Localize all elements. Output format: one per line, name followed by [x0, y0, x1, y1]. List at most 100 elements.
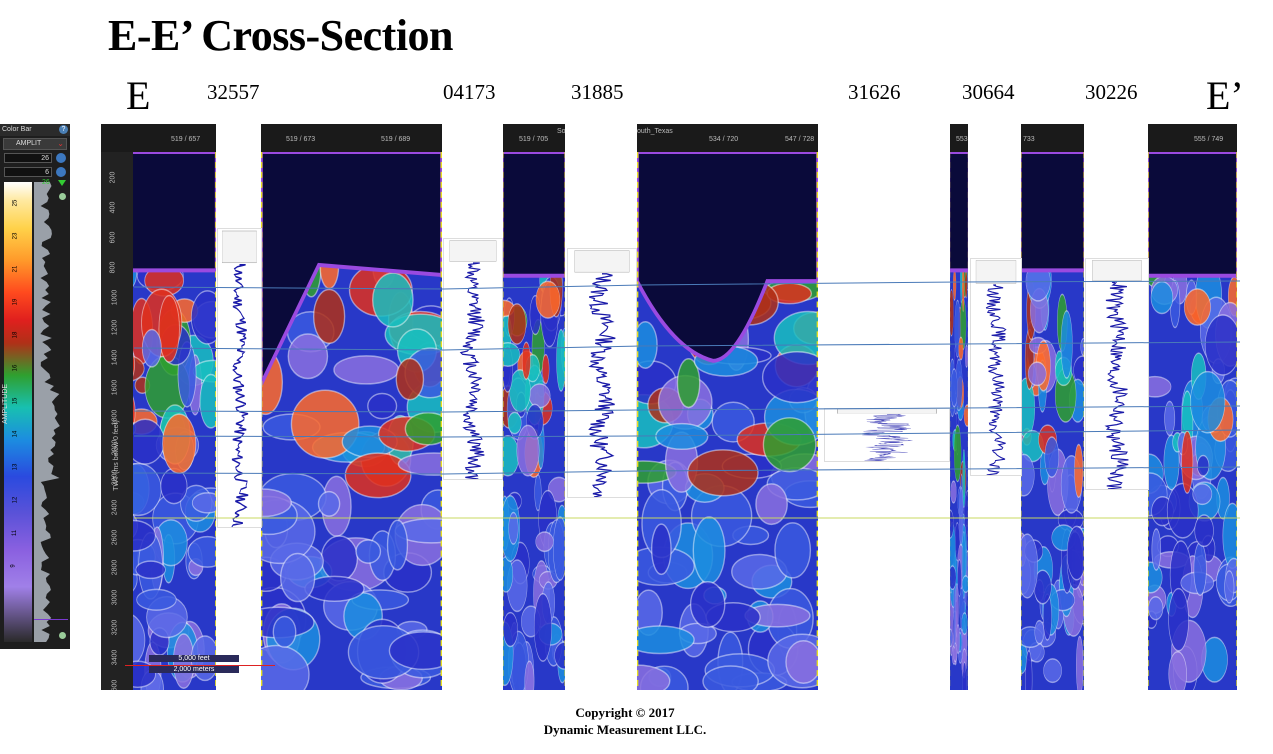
panel-header: 733 — [1021, 124, 1084, 152]
color-bar-header: Color Bar ? — [0, 124, 70, 136]
seismic-panel: 555 / 749 — [1148, 124, 1237, 690]
color-bar-tick: 19 — [12, 298, 19, 306]
panel-header: 519 / 705 So — [503, 124, 565, 152]
well-log — [217, 228, 262, 528]
trace-label: 519 / 657 — [171, 136, 201, 143]
well-label: 31626 — [848, 80, 901, 104]
trace-label: outh_Texas — [637, 128, 673, 135]
well-log — [443, 238, 503, 480]
depth-tick: 400 — [109, 201, 117, 214]
seismic-panel: 519 / 705 So — [503, 124, 565, 690]
color-gradient — [4, 182, 32, 642]
end-label-right: E’ — [1206, 73, 1244, 118]
copyright-line: Copyright © 2017 — [575, 705, 675, 720]
panel-header: 555 / 749 — [1148, 124, 1237, 152]
depth-tick: 2400 — [111, 499, 119, 516]
depth-tick: 600 — [109, 231, 117, 244]
trace-label: 519 / 673 — [286, 136, 316, 143]
seismic-image — [261, 152, 442, 690]
well-log — [824, 408, 950, 462]
amplitude-histogram — [34, 182, 60, 642]
seismic-image — [637, 152, 818, 690]
seismic-image — [1148, 152, 1237, 690]
end-label-left: E — [126, 73, 151, 118]
color-bar-tick: 11 — [12, 529, 19, 537]
scale-line — [125, 665, 275, 666]
seismic-panel: 519 / 673 519 / 689 — [261, 124, 442, 690]
min-value-field[interactable]: 6 — [4, 167, 52, 177]
color-bar-tick: 9 — [10, 564, 17, 568]
depth-tick: 2000 — [111, 439, 119, 456]
seismic-image — [503, 152, 565, 690]
company-name: Dynamic Measurement LLC. — [543, 722, 707, 737]
threshold-line — [34, 619, 68, 620]
trace-label: 534 / 720 — [709, 136, 739, 143]
well-log — [1085, 258, 1149, 490]
color-bar-title: Color Bar — [2, 126, 32, 133]
attribute-value: AMPLIT — [16, 140, 42, 147]
well-label: 31885 — [571, 80, 624, 104]
min-reset-icon[interactable] — [56, 167, 66, 177]
seismic-image — [1021, 152, 1084, 690]
color-bar-panel: Color Bar ? AMPLIT ⌄ 26 6 25 23 21 19 18 16 15… — [0, 124, 70, 649]
trace-label: 733 — [1023, 136, 1035, 143]
depth-tick: 3200 — [111, 619, 119, 636]
page-title: E-E’ Cross-Section — [108, 11, 454, 60]
depth-tick: 2600 — [111, 529, 119, 546]
depth-tick: 1600 — [111, 379, 119, 396]
depth-axis: TWT (ms below 0 feet) 200 400 600 800 1000 12… — [101, 152, 133, 690]
seismic-panel: 519 / 657 TWT (ms below 0 feet) 200 400 60… — [101, 124, 216, 690]
attribute-select[interactable]: AMPLIT ⌄ — [3, 138, 67, 150]
color-bar-tick: 21 — [12, 265, 19, 273]
help-icon[interactable]: ? — [59, 125, 68, 134]
top-marker-icon[interactable] — [58, 180, 66, 186]
trace-label: 519 / 689 — [381, 136, 411, 143]
depth-tick: 2200 — [111, 469, 119, 486]
max-value-field[interactable]: 26 — [4, 153, 52, 163]
well-log — [970, 258, 1022, 476]
trace-label: 519 / 705 — [519, 136, 549, 143]
well-label: 30664 — [962, 80, 1015, 104]
marker-value: 26 — [42, 179, 50, 186]
depth-tick: 1000 — [111, 289, 119, 306]
color-bar-tick: 14 — [12, 430, 19, 438]
seismic-panel: 553 — [950, 124, 968, 690]
zoom-in-icon[interactable] — [59, 193, 66, 200]
trace-label: 555 / 749 — [1194, 136, 1224, 143]
well-label: 30226 — [1085, 80, 1138, 104]
scale-feet: 5,000 feet — [149, 655, 239, 662]
max-reset-icon[interactable] — [56, 153, 66, 163]
depth-tick: 3400 — [111, 649, 119, 666]
zoom-out-icon[interactable] — [59, 632, 66, 639]
panel-header: 519 / 673 519 / 689 — [261, 124, 442, 152]
well-log — [567, 248, 637, 498]
depth-tick: 2800 — [111, 559, 119, 576]
color-bar-tick: 15 — [12, 397, 19, 405]
color-bar-tick: 23 — [12, 232, 19, 240]
color-bar-tick: 13 — [12, 463, 19, 471]
panel-header: 519 / 657 — [101, 124, 216, 152]
trace-label: 553 — [956, 136, 968, 143]
color-bar-ticks: 25 23 21 19 18 16 15 14 13 12 11 9 — [10, 182, 32, 642]
color-bar-tick: 12 — [12, 496, 19, 504]
depth-tick: 1800 — [111, 409, 119, 426]
depth-tick: 3600 — [111, 679, 119, 690]
color-bar-tick: 25 — [12, 199, 19, 207]
seismic-panel: outh_Texas 534 / 720 547 / 728 — [637, 124, 818, 690]
trace-label: So — [557, 128, 565, 135]
depth-tick: 200 — [109, 171, 117, 184]
well-label: 32557 — [207, 80, 260, 104]
color-bar-tick: 16 — [12, 364, 19, 372]
depth-tick: 800 — [109, 261, 117, 274]
well-label: 04173 — [443, 80, 496, 104]
depth-tick: 1400 — [111, 349, 119, 366]
scale-bar: 5,000 feet 2,000 meters — [125, 655, 275, 677]
seismic-panel: 733 — [1021, 124, 1084, 690]
scale-meters: 2,000 meters — [149, 666, 239, 673]
chevron-down-icon: ⌄ — [57, 139, 64, 148]
depth-tick: 1200 — [111, 319, 119, 336]
depth-tick: 3000 — [111, 589, 119, 606]
amplitude-axis-label: AMPLITUDE — [2, 383, 9, 424]
panel-header: outh_Texas 534 / 720 547 / 728 — [637, 124, 818, 152]
color-bar-tick: 18 — [12, 331, 19, 339]
